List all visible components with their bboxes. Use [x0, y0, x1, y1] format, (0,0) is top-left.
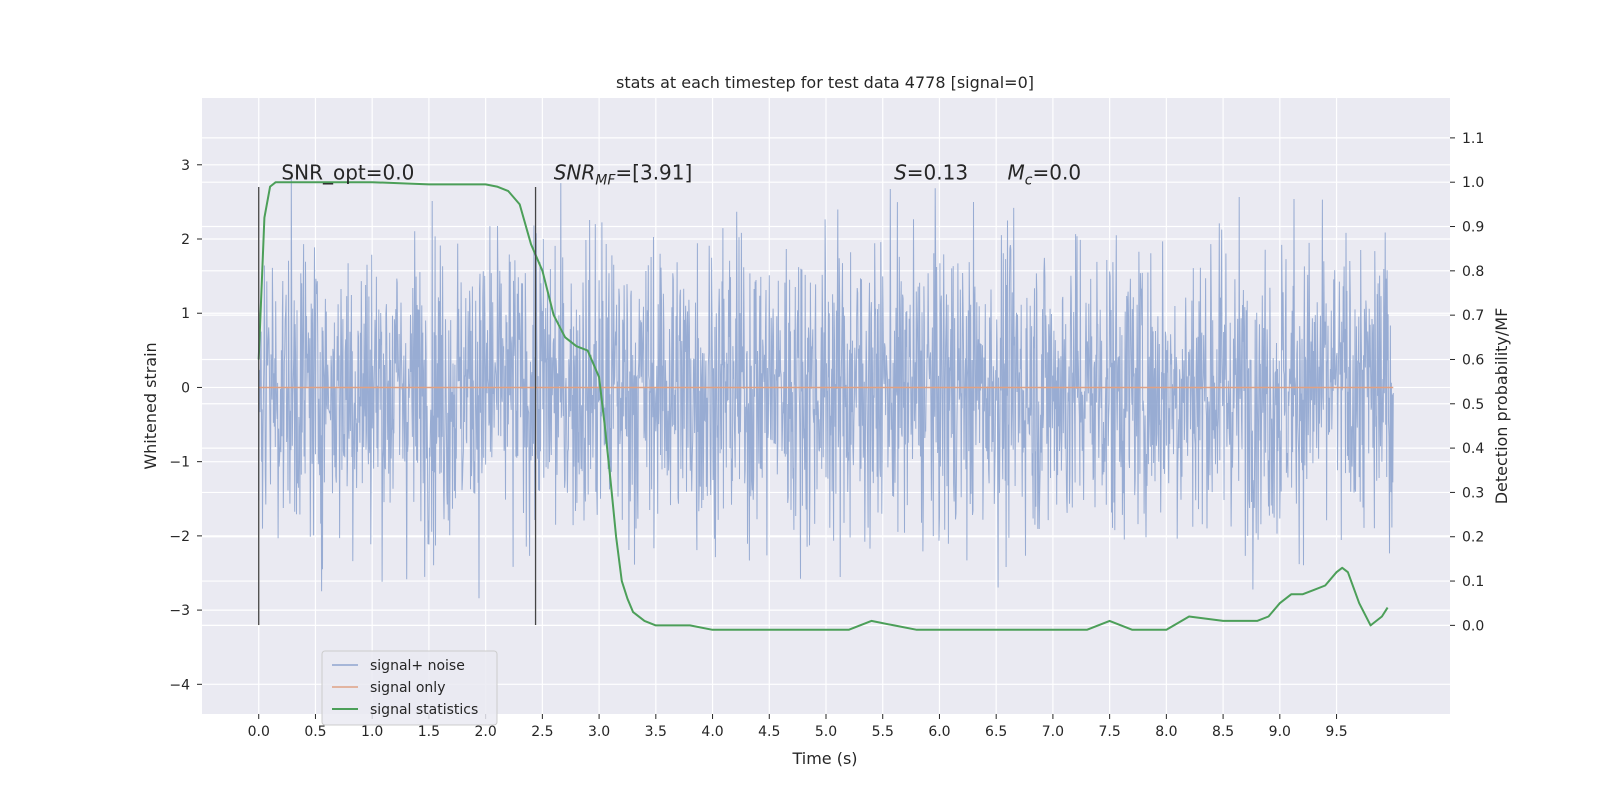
x-axis-label: Time (s) [791, 749, 857, 768]
y-tick-label: −3 [169, 603, 190, 619]
legend-label-signal-statistics: signal statistics [370, 702, 478, 718]
series-layer [257, 181, 1394, 631]
annotation-mc: Mc=0.0 [1008, 161, 1082, 189]
x-tick-label: 0.0 [248, 724, 270, 740]
x-tick-label: 3.5 [645, 724, 667, 740]
x-tick-label: 5.0 [815, 724, 837, 740]
series-signal-plus-noise [258, 176, 1394, 599]
legend: signal+ noise signal only signal statist… [321, 650, 498, 726]
chart-title: stats at each timestep for test data 477… [616, 73, 1034, 92]
x-tick-label: 6.5 [985, 724, 1007, 740]
x-tick-label: 8.5 [1212, 724, 1234, 740]
y2-tick-label: 0.3 [1462, 485, 1484, 501]
legend-label-signal-plus-noise: signal+ noise [370, 658, 465, 674]
series-line-signal-statistics [257, 181, 1389, 631]
x-tick-label: 9.5 [1325, 724, 1347, 740]
x-tick-label: 7.0 [1042, 724, 1064, 740]
y-tick-label: −2 [169, 529, 190, 545]
x-tick-label: 2.5 [531, 724, 553, 740]
y2-tick-label: 0.5 [1462, 397, 1484, 413]
annotation-snr_mf: SNRMF=[3.91] [554, 161, 693, 189]
y-axis-label: Whitened strain [141, 342, 160, 469]
x-tick-label: 1.0 [361, 724, 383, 740]
y2-tick-label: 0.8 [1462, 264, 1484, 280]
y-tick-label: 1 [181, 306, 190, 322]
y2-tick-label: 1.1 [1462, 131, 1484, 147]
y2-tick-label: 0.6 [1462, 352, 1484, 368]
y2-tick-label: 1.0 [1462, 175, 1484, 191]
x-tick-label: 7.5 [1099, 724, 1121, 740]
x-tick-label: 1.5 [418, 724, 440, 740]
x-tick-label: 0.5 [304, 724, 326, 740]
y-tick-label: 3 [181, 158, 190, 174]
x-tick-label: 3.0 [588, 724, 610, 740]
x-tick-label: 4.5 [758, 724, 780, 740]
y-tick-label: −1 [169, 455, 190, 471]
vertical-markers [258, 187, 537, 625]
y2-tick-labels: 1.1 1.0 0.9 0.8 0.7 0.6 0.5 0.4 0.3 0.2 0.1 0.0 [1450, 131, 1484, 634]
x-tick-label: 4.0 [701, 724, 723, 740]
y-tick-labels: 3 2 1 0 −1 −2 −3 −4 [169, 158, 202, 693]
x-tick-label: 2.0 [475, 724, 497, 740]
y2-tick-label: 0.4 [1462, 441, 1484, 457]
series-line-signal-plus-noise [258, 176, 1394, 599]
y2-tick-label: 0.2 [1462, 530, 1484, 546]
annotation-s: S=0.13 [894, 161, 968, 185]
y2-tick-label: 0.7 [1462, 308, 1484, 324]
x-tick-labels: 0.0 0.5 1.0 1.5 2.0 2.5 3.0 3.5 4.0 4.5 5.0 5.5 6.0 6… [248, 714, 1348, 740]
annotations: SNR_opt=0.0 SNRMF=[3.91] S=0.13 Mc=0.0 [281, 161, 1081, 189]
x-tick-label: 8.0 [1155, 724, 1177, 740]
y2-tick-label: 0.9 [1462, 220, 1484, 236]
x-tick-label: 5.5 [872, 724, 894, 740]
y2-tick-label: 0.0 [1462, 618, 1484, 634]
y-tick-label: 2 [181, 232, 190, 248]
legend-label-signal-only: signal only [370, 680, 445, 696]
y-tick-label: −4 [169, 677, 190, 693]
x-tick-label: 9.0 [1269, 724, 1291, 740]
legend-box [321, 650, 498, 726]
annotation-snr_opt: SNR_opt=0.0 [281, 161, 414, 185]
y2-axis-label: Detection probability/MF [1492, 308, 1511, 505]
y2-tick-label: 0.1 [1462, 574, 1484, 590]
y-tick-label: 0 [181, 380, 190, 396]
x-tick-label: 6.0 [928, 724, 950, 740]
